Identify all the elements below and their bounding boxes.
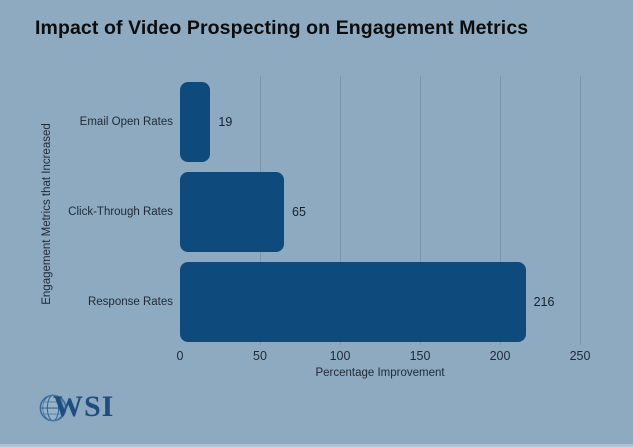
plot-area: 19 65 216 <box>180 76 581 345</box>
x-axis-label: Percentage Improvement <box>315 367 445 379</box>
bar-value-label-3: 216 <box>533 295 555 309</box>
bar-2 <box>180 172 284 252</box>
x-tick-label-250: 250 <box>569 349 591 363</box>
category-label-2: Click-Through Rates <box>68 206 173 218</box>
gridline-x-100 <box>340 76 341 345</box>
chart-title: Impact of Video Prospecting on Engagemen… <box>35 17 529 39</box>
bottom-edge-highlight <box>0 444 633 447</box>
bar-value-label-1: 19 <box>218 115 233 129</box>
x-tick-label-50: 50 <box>253 349 267 363</box>
x-tick-label-0: 0 <box>176 349 184 363</box>
category-label-3: Response Rates <box>87 296 173 308</box>
x-tick-label-150: 150 <box>409 349 431 363</box>
x-tick-label-200: 200 <box>489 349 511 363</box>
y-axis-label: Engagement Metrics that Increased <box>41 123 53 305</box>
x-tick-label-100: 100 <box>329 349 351 363</box>
gridline-x-200 <box>500 76 501 345</box>
bar-1 <box>180 82 211 162</box>
wsi-logo: WSI <box>38 389 114 425</box>
category-label-1: Email Open Rates <box>79 116 173 128</box>
gridline-x-150 <box>420 76 421 345</box>
bar-3 <box>180 262 526 342</box>
bar-value-label-2: 65 <box>292 205 306 219</box>
globe-icon <box>39 394 67 422</box>
gridline-x-250 <box>580 76 581 345</box>
logo-text: WSI <box>53 390 115 423</box>
